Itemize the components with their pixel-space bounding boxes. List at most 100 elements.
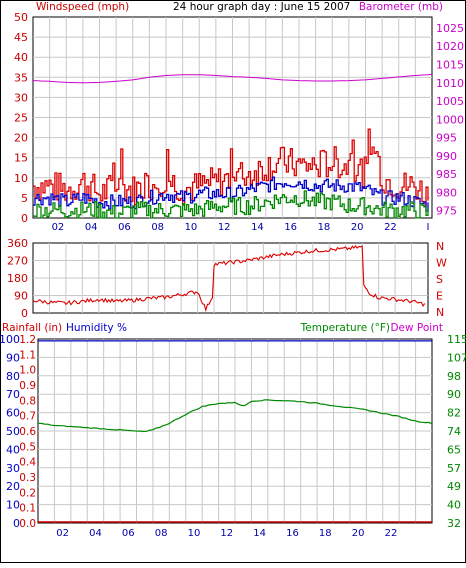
- x-tick-label: 14: [251, 222, 264, 233]
- temperature-tick-label: 32: [447, 517, 461, 530]
- temperature-tick-label: 98: [447, 370, 461, 383]
- humidity-tick-label: 80: [6, 370, 20, 383]
- x-tick-label: 14: [253, 528, 266, 539]
- humidity-tick-label: 30: [6, 462, 20, 475]
- rainfall-tick-label: 0.8: [19, 395, 36, 407]
- windspeed-tick-label: 15: [14, 152, 28, 165]
- humidity-tick-label: 20: [6, 480, 20, 493]
- barometer-tick-label: 980: [436, 186, 457, 199]
- direction-tick-label: 90: [14, 290, 28, 303]
- rainfall-tick-label: 1.2: [19, 334, 36, 346]
- humidity-tick-label: 40: [6, 443, 20, 456]
- temperature-tick-label: 82: [447, 407, 461, 420]
- temperature-tick-label: 90: [447, 388, 461, 401]
- x-tick-label: 16: [286, 528, 299, 539]
- humidity-axis-label: Humidity %: [66, 322, 127, 334]
- temperature-tick-label: 49: [447, 480, 461, 493]
- x-tick-label: 08: [155, 528, 168, 539]
- humidity-tick-label: 0: [13, 517, 20, 530]
- barometer-series-line: [32, 73, 433, 84]
- x-tick-label: 16: [284, 222, 297, 233]
- humidity-tick-label: 100: [0, 333, 20, 346]
- compass-label: N: [436, 240, 444, 253]
- humidity-tick-label: 90: [6, 351, 20, 364]
- temperature-series-line: [37, 399, 433, 433]
- windspeed-tick-label: 45: [14, 31, 28, 44]
- rainfall-tick-label: 0.5: [19, 441, 36, 453]
- x-tick-label: 06: [122, 528, 135, 539]
- x-tick-label: 12: [220, 528, 233, 539]
- humidity-tick-label: 70: [6, 388, 20, 401]
- chart-title: 24 hour graph day : June 15 2007: [173, 1, 350, 13]
- compass-label: N: [436, 306, 444, 319]
- rainfall-tick-label: 0.3: [19, 472, 36, 484]
- direction-tick-label: 360: [7, 237, 28, 250]
- barometer-tick-label: 985: [436, 168, 457, 181]
- x-tick-label: 22: [385, 528, 398, 539]
- direction-tick-label: 0: [21, 307, 28, 320]
- direction-tick-label: 270: [7, 255, 28, 268]
- temperature-tick-label: 65: [447, 443, 461, 456]
- temperature-axis-label: Temperature (°F): [300, 322, 390, 334]
- temperature-tick-label: 40: [447, 499, 461, 512]
- x-tick-label: 06: [118, 222, 131, 233]
- x-tick-label: 02: [56, 528, 69, 539]
- windspeed-tick-label: 0: [21, 212, 28, 225]
- windspeed-tick-label: 10: [14, 172, 28, 185]
- humidity-tick-label: 50: [6, 425, 20, 438]
- rainfall-tick-label: 0.9: [19, 380, 36, 392]
- x-tick-label: 10: [185, 222, 198, 233]
- x-tick-label: 18: [318, 222, 331, 233]
- x-tick-label: 20: [352, 528, 365, 539]
- barometer-axis-label: Barometer (mb): [359, 1, 443, 13]
- wind-direction-series-line: [32, 244, 426, 313]
- x-tick-label: 22: [384, 222, 397, 233]
- windspeed-tick-label: 20: [14, 132, 28, 145]
- barometer-tick-label: 1020: [436, 40, 464, 53]
- barometer-tick-label: 990: [436, 150, 457, 163]
- windspeed-tick-label: 25: [14, 112, 28, 125]
- windspeed-tick-label: 40: [14, 51, 28, 64]
- rainfall-axis-label: Rainfall (in): [2, 322, 62, 334]
- barometer-tick-label: 1000: [436, 113, 464, 126]
- temperature-tick-label: 115: [447, 333, 466, 346]
- wind-gust-series-line: [33, 128, 429, 208]
- barometer-tick-label: 1005: [436, 95, 464, 108]
- rainfall-tick-label: 0.1: [19, 503, 36, 515]
- temperature-tick-label: 107: [447, 351, 466, 364]
- x-tick-label: 10: [188, 528, 201, 539]
- dew-point-axis-label: Dew Point: [390, 322, 443, 334]
- windspeed-tick-label: 5: [21, 192, 28, 205]
- wind-speed-series-line: [33, 190, 429, 219]
- x-tick-label: 18: [319, 528, 332, 539]
- x-tick-label: 04: [89, 528, 102, 539]
- temperature-tick-label: 57: [447, 462, 461, 475]
- temperature-humidity-panel: 0 10 20 30 40 50 60 70 80 90 100 0.0 0.1 0.2 0.3 0.4 0.5…: [0, 333, 466, 539]
- compass-label: E: [436, 290, 443, 303]
- barometer-tick-label: 1025: [436, 22, 464, 35]
- rainfall-tick-label: 0.7: [19, 411, 36, 423]
- x-tick-label: 08: [151, 222, 164, 233]
- barometer-tick-label: 1015: [436, 59, 464, 72]
- direction-tick-label: 180: [7, 272, 28, 285]
- compass-label: S: [436, 273, 443, 286]
- barometer-tick-label: 975: [436, 205, 457, 218]
- windspeed-axis-label: Windspeed (mph): [36, 1, 129, 13]
- temperature-tick-label: 74: [447, 425, 461, 438]
- barometer-tick-label: 995: [436, 132, 457, 145]
- rainfall-tick-label: 0.0: [19, 518, 36, 530]
- compass-label: W: [436, 257, 447, 270]
- rainfall-tick-label: 0.2: [19, 487, 36, 499]
- humidity-tick-label: 60: [6, 407, 20, 420]
- humidity-tick-label: 10: [6, 499, 20, 512]
- rainfall-tick-label: 0.6: [19, 426, 36, 438]
- barometer-tick-label: 1010: [436, 77, 464, 90]
- windspeed-tick-label: 50: [14, 11, 28, 24]
- rainfall-tick-label: 1.0: [19, 365, 36, 377]
- wind-barometer-panel: 0510152025303540455097598098599099510001…: [14, 11, 464, 233]
- x-tick-label: 20: [351, 222, 364, 233]
- rainfall-tick-label: 0.4: [19, 457, 36, 469]
- windspeed-tick-label: 35: [14, 71, 28, 84]
